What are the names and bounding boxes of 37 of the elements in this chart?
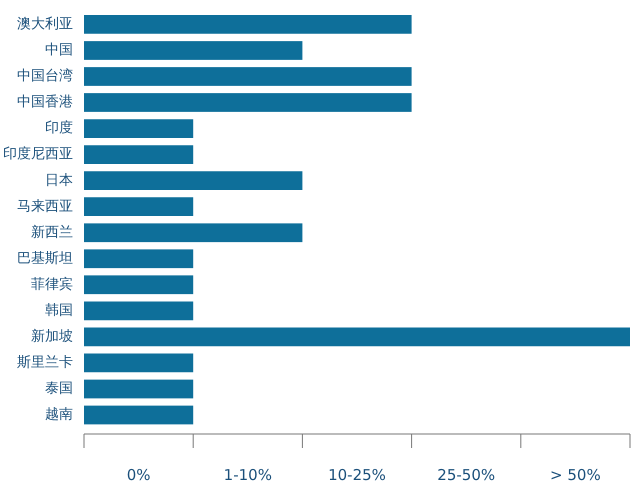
y-tick-label: 菲律宾 — [31, 276, 73, 292]
y-tick-label: 印度尼西亚 — [3, 146, 73, 162]
y-tick-label: 泰国 — [45, 380, 73, 397]
bar — [84, 249, 194, 268]
bar — [84, 406, 194, 424]
y-tick-label: 日本 — [45, 172, 73, 188]
bar — [84, 93, 412, 112]
y-tick-label: 新加坡 — [31, 328, 73, 345]
y-tick-label: 越南 — [45, 406, 73, 423]
y-tick-label: 巴基斯坦 — [17, 250, 73, 266]
bar — [84, 15, 412, 34]
bar — [84, 119, 194, 138]
bar — [84, 171, 302, 190]
y-tick-label: 中国 — [45, 42, 73, 58]
bar — [84, 67, 412, 86]
y-tick-label: 印度 — [45, 120, 73, 136]
bar — [84, 145, 194, 164]
y-tick-label: 新西兰 — [31, 224, 73, 240]
y-tick-label: 韩国 — [45, 302, 73, 318]
bar — [84, 41, 302, 60]
text: 25-50% — [437, 466, 496, 484]
text: 1-10% — [224, 466, 272, 484]
y-tick-label: 中国香港 — [17, 94, 73, 110]
y-tick-label: 中国台湾 — [17, 68, 73, 84]
bar — [84, 380, 194, 398]
bar — [84, 354, 194, 372]
bar — [84, 301, 194, 320]
bar — [84, 197, 194, 216]
bar — [84, 223, 302, 242]
text: > 50% — [550, 466, 601, 484]
bar — [84, 275, 194, 294]
y-tick-label: 澳大利亚 — [17, 16, 73, 32]
text: 0% — [126, 466, 150, 484]
bar — [84, 327, 630, 346]
text: 10-25% — [328, 466, 386, 484]
y-tick-label: 斯里兰卡 — [17, 354, 73, 371]
y-tick-label: 马来西亚 — [17, 198, 73, 214]
